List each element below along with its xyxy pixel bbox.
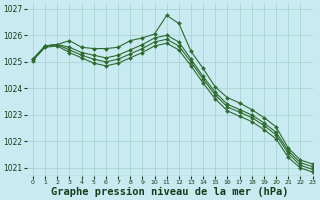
X-axis label: Graphe pression niveau de la mer (hPa): Graphe pression niveau de la mer (hPa) <box>51 186 288 197</box>
